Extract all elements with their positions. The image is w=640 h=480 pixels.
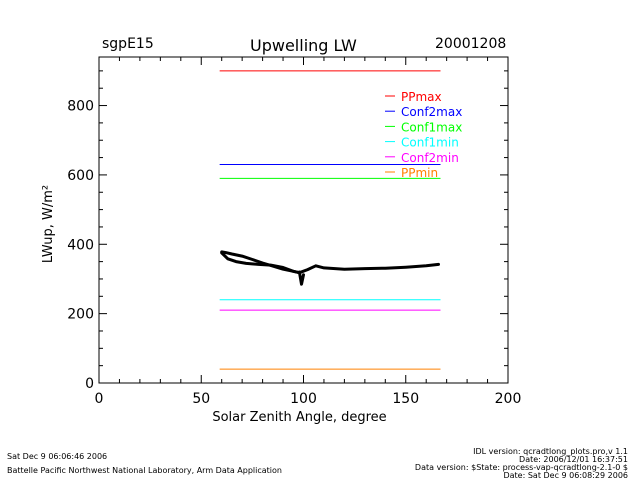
- data-series: [220, 250, 440, 286]
- y-axis-title: LWup, W/m²: [41, 185, 56, 263]
- legend-label-conf1max: Conf1max: [401, 120, 462, 134]
- legend-label-ppmax: PPmax: [401, 90, 442, 104]
- legend-label-conf1min: Conf1min: [401, 136, 459, 150]
- legend-label-conf2max: Conf2max: [401, 105, 462, 119]
- chart-axes: [98, 56, 509, 384]
- legend-label-ppmin: PPmin: [401, 166, 438, 180]
- y-tick-label: 600: [67, 168, 94, 184]
- footer-idl-date: Date: 2006/12/01 16:37:51: [519, 455, 628, 464]
- y-tick-label: 800: [67, 99, 94, 115]
- x-tick-label: 50: [192, 391, 210, 407]
- footer-institution: Battelle Pacific Northwest National Labo…: [7, 466, 282, 475]
- date-label: 20001208: [435, 36, 507, 52]
- y-tick-label: 200: [67, 307, 94, 323]
- footer-data-date: Date: Sat Dec 9 06:08:29 2006: [503, 471, 628, 480]
- chart-title: Upwelling LW: [250, 36, 357, 55]
- footer-idl-version: IDL version: qcradtlong_plots.pro,v 1.1: [473, 447, 628, 456]
- x-tick-label: 200: [495, 391, 522, 407]
- data-series-line-3: [297, 262, 440, 275]
- y-tick-label: 0: [85, 376, 94, 392]
- footer-data-version: Data version: $State: process-vap-qcradt…: [414, 463, 628, 472]
- data-series-line-2: [220, 251, 301, 275]
- x-tick-label: 100: [290, 391, 317, 407]
- x-tick-label: 0: [95, 391, 104, 407]
- x-tick-label: 150: [392, 391, 419, 407]
- y-tick-label: 400: [67, 237, 94, 253]
- limit-lines: [219, 70, 441, 370]
- axis-labels: 0 50 100 150 200 0 200 400 600 800 Solar Zenith An…: [41, 99, 521, 425]
- legend-label-conf2min: Conf2min: [401, 151, 459, 165]
- footer-timestamp: Sat Dec 9 06:06:46 2006: [7, 452, 108, 461]
- data-series-line-4: [297, 270, 305, 286]
- x-axis-title: Solar Zenith Angle, degree: [212, 410, 386, 425]
- site-label: sgpE15: [102, 36, 154, 52]
